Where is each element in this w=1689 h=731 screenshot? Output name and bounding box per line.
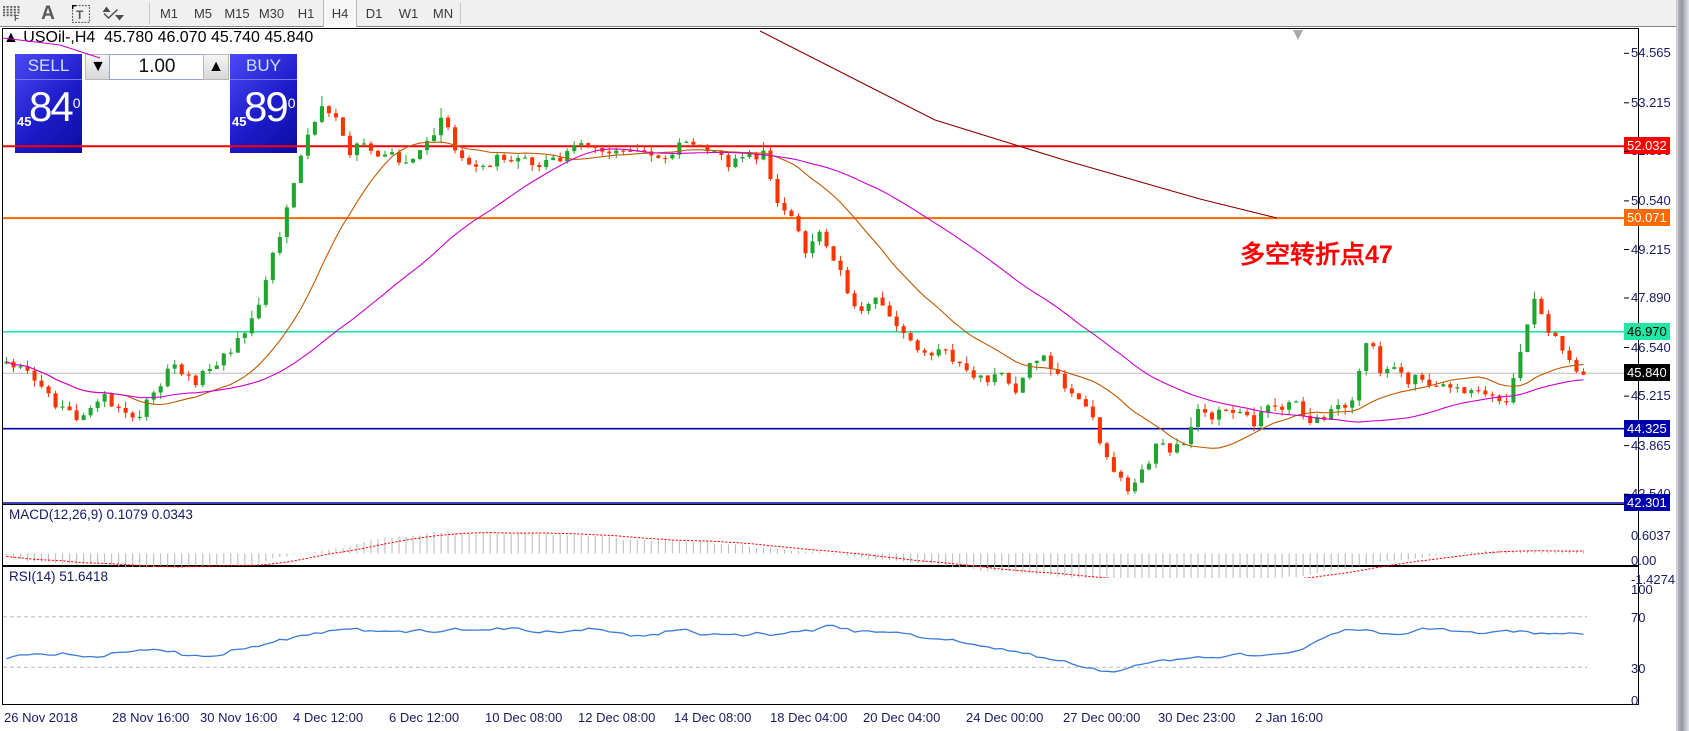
svg-text:T: T [76, 8, 84, 22]
svg-text:F: F [14, 14, 19, 21]
